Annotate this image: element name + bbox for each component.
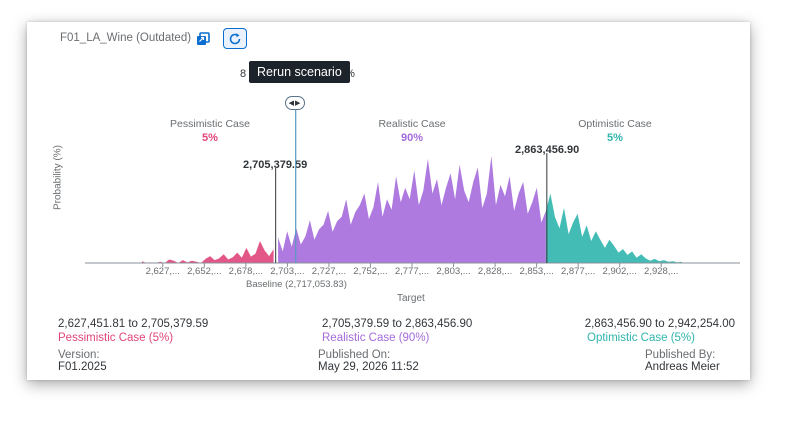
copy-button[interactable] <box>193 29 213 49</box>
pessimistic-area <box>142 241 274 263</box>
x-tick-label: 2,652,... <box>187 266 222 277</box>
pessimistic-case-pct: 5% <box>202 132 218 144</box>
refresh-icon <box>229 32 241 44</box>
lower-threshold-value: 2,705,379.59 <box>243 159 308 171</box>
pessimistic-range-name: Pessimistic Case (5%) <box>58 332 174 344</box>
x-tick-label: 2,752,... <box>353 266 388 277</box>
pessimistic-case-label: Pessimistic Case <box>170 118 250 130</box>
published-by-value: Andreas Meier <box>645 361 720 373</box>
realistic-case-label: Realistic Case <box>378 118 446 130</box>
copy-icon <box>197 32 210 45</box>
x-tick-label: 2,902,... <box>602 266 637 277</box>
version-value: F01.2025 <box>58 361 107 373</box>
published-on-value: May 29, 2026 11:52 <box>318 361 419 373</box>
realistic-range: 2,705,379.59 to 2,863,456.90 <box>322 318 473 330</box>
x-tick-label: 2,727,... <box>311 266 347 277</box>
realistic-range-name: Realistic Case (90%) <box>322 332 430 344</box>
x-tick-label: 2,627,... <box>145 266 180 277</box>
x-tick-label: 2,877,... <box>560 266 596 277</box>
optimistic-case-label: Optimistic Case <box>578 118 652 130</box>
x-axis-label: Target <box>397 293 425 304</box>
optimistic-case-pct: 5% <box>607 132 623 144</box>
rerun-scenario-button[interactable] <box>223 28 247 49</box>
probability-chart <box>85 110 740 267</box>
x-tick-label: 2,853,... <box>519 266 554 277</box>
optimistic-range: 2,863,456.90 to 2,942,254.00 <box>584 318 735 330</box>
distribution-areas <box>142 155 682 263</box>
published-by-label: Published By: <box>645 349 716 361</box>
x-tick-label: 2,928,... <box>644 266 679 277</box>
realistic-area <box>278 155 546 263</box>
x-axis-ticks <box>162 263 662 267</box>
x-tick-label: 2,777,... <box>394 266 430 277</box>
published-on-label: Published On: <box>318 349 391 361</box>
pessimistic-range: 2,627,451.81 to 2,705,379.59 <box>58 318 209 330</box>
baseline-label: Baseline (2,717,053.83) <box>246 279 347 290</box>
x-tick-label: 2,803,... <box>436 266 471 277</box>
simulation-card: F01_LA_Wine (Outdated) 8 2% Rerun scenar… <box>27 22 750 380</box>
drag-arrows-icon: ◀▶ <box>288 100 302 107</box>
x-tick-label: 2,703,... <box>270 266 305 277</box>
scenario-title: F01_LA_Wine (Outdated) <box>60 32 192 44</box>
optimistic-area <box>545 193 682 263</box>
hidden-label-left: 8 <box>240 68 247 80</box>
x-tick-label: 2,828,... <box>477 266 513 277</box>
optimistic-range-name: Optimistic Case (5%) <box>587 332 695 344</box>
rerun-tooltip: Rerun scenario <box>249 61 350 83</box>
baseline-drag-handle[interactable]: ◀▶ <box>285 96 305 110</box>
x-tick-label: 2,678,... <box>228 266 264 277</box>
upper-threshold-value: 2,863,456.90 <box>515 144 580 156</box>
realistic-case-pct: 90% <box>400 132 424 144</box>
version-label: Version: <box>58 349 100 361</box>
